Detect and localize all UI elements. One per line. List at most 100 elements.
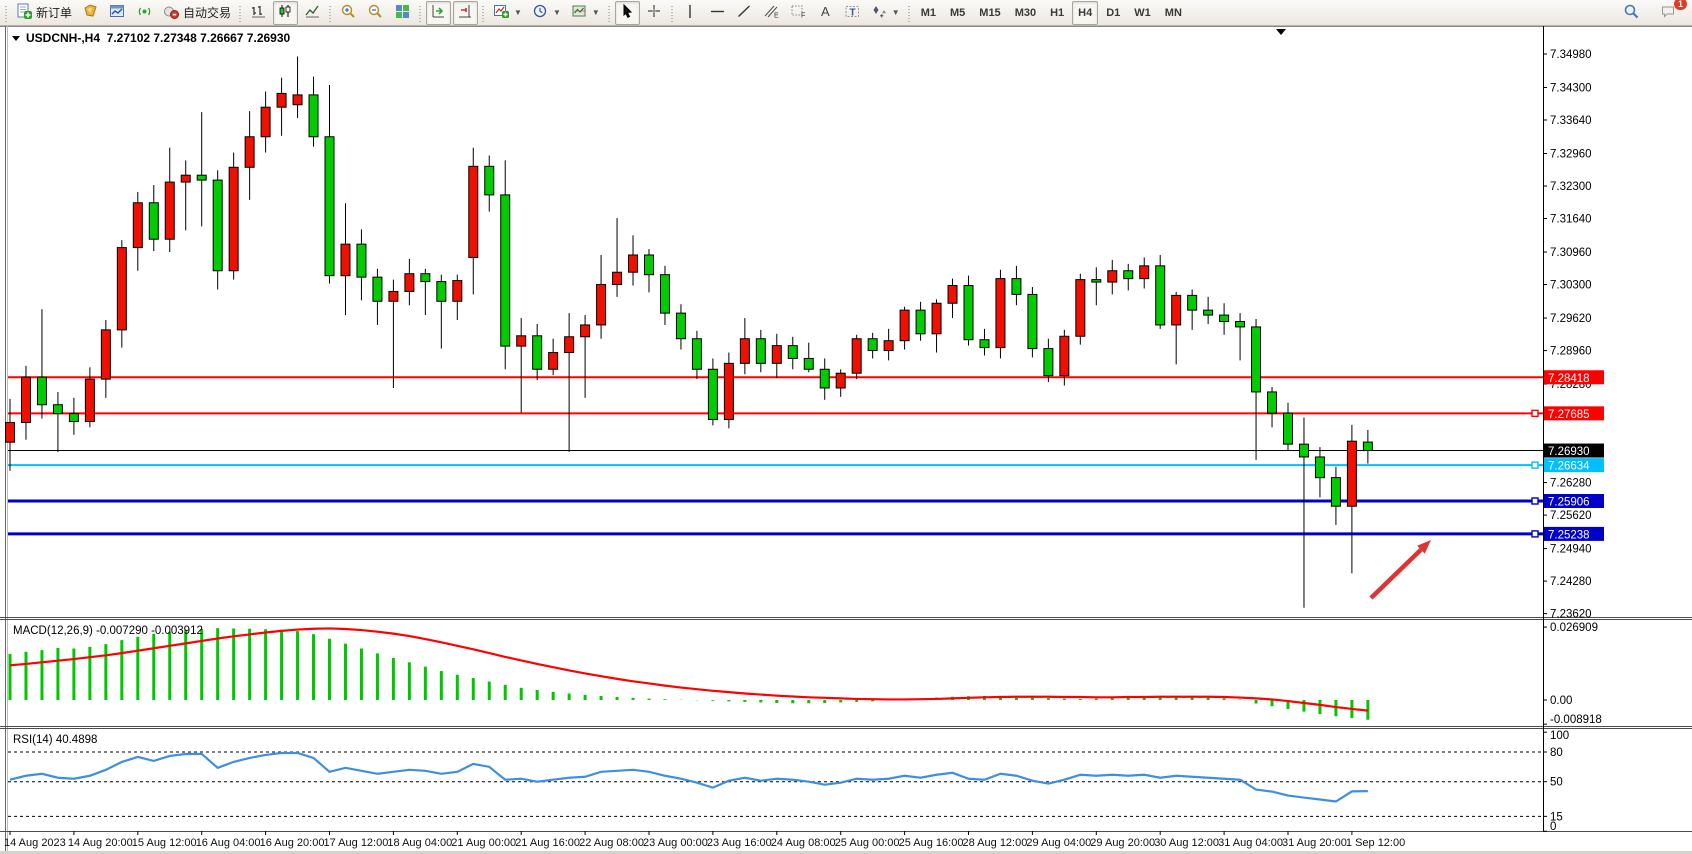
- candle-body: [931, 302, 942, 335]
- candle-body: [1187, 294, 1198, 311]
- timeframe-m30-button[interactable]: M30: [1014, 6, 1037, 19]
- candle-body: [1091, 279, 1102, 283]
- chart-shift-marker-icon[interactable]: [1276, 29, 1286, 35]
- timeframe-w1-button[interactable]: W1: [1134, 6, 1151, 19]
- cursor-button[interactable]: [614, 0, 640, 25]
- timeframe-m15-button[interactable]: M15: [979, 6, 1001, 19]
- candle-body: [260, 106, 271, 138]
- chart-shift-button[interactable]: [453, 0, 479, 25]
- signals-button[interactable]: [132, 1, 157, 25]
- clock-icon: [532, 3, 549, 23]
- time-axis-label: 30 Aug 12:00: [1154, 837, 1219, 849]
- price-marker-box: [1544, 370, 1604, 385]
- new-chart-button[interactable]: [105, 1, 130, 25]
- market-watch-button[interactable]: [78, 1, 103, 25]
- time-axis-label: 22 Aug 08:00: [579, 837, 644, 849]
- line-chart-icon: [304, 3, 321, 23]
- candle-body: [739, 338, 750, 364]
- fibonacci-button[interactable]: F: [786, 1, 811, 25]
- tile-windows-button[interactable]: [390, 1, 415, 25]
- candle-body: [132, 202, 143, 249]
- window-bottom-edge: [0, 851, 1692, 854]
- line-handle[interactable]: [1531, 530, 1539, 538]
- periods-button[interactable]: ▼: [528, 1, 565, 25]
- line-handle[interactable]: [1531, 461, 1539, 469]
- crosshair-button[interactable]: [642, 1, 667, 25]
- candle-body: [532, 335, 543, 370]
- horizontal-line-button[interactable]: [705, 1, 730, 25]
- price-axis-label: 7.32960: [1550, 149, 1592, 161]
- new-order-icon: [16, 3, 33, 23]
- symbol-dropdown-icon[interactable]: [12, 36, 20, 41]
- chevron-down-icon: ▼: [591, 8, 600, 17]
- text-label-button[interactable]: T: [840, 1, 865, 25]
- zoom-in-button[interactable]: [336, 1, 361, 25]
- templates-button[interactable]: ▼: [567, 1, 604, 25]
- price-axis-label: 7.23620: [1550, 609, 1592, 621]
- candle-body: [691, 338, 702, 370]
- line-handle[interactable]: [1531, 497, 1539, 505]
- trendline-button[interactable]: [732, 1, 757, 25]
- timeframe-h1-button[interactable]: H1: [1050, 6, 1065, 19]
- candle-body: [164, 181, 175, 240]
- candle-body: [36, 376, 47, 406]
- zoom-out-button[interactable]: [363, 1, 388, 25]
- timeframe-mn-button[interactable]: MN: [1164, 6, 1182, 19]
- price-axis-label: 7.28960: [1550, 346, 1592, 358]
- candle-chart-button[interactable]: [273, 0, 299, 25]
- candle-body: [1283, 412, 1293, 445]
- candle-body: [675, 312, 686, 340]
- candle-body: [1043, 348, 1054, 377]
- auto-scroll-icon: [430, 3, 447, 23]
- candle-body: [644, 254, 654, 276]
- time-axis-label: 31 Aug 04:00: [1218, 837, 1283, 849]
- autotrading-button[interactable]: 自动交易: [159, 1, 235, 25]
- candle-body: [372, 276, 383, 302]
- text-button[interactable]: A: [813, 1, 838, 25]
- line-chart-button[interactable]: [300, 1, 325, 25]
- timeframe-m5-button[interactable]: M5: [950, 6, 966, 19]
- chart-shift-icon: [457, 3, 474, 23]
- price-marker-box: [1544, 458, 1604, 473]
- price-axis-label: 7.31640: [1550, 214, 1592, 226]
- rsi-indicator-label: RSI(14) 40.4898: [13, 734, 97, 746]
- new-order-button-label: 新订单: [36, 6, 73, 20]
- new-order-button[interactable]: 新订单: [12, 1, 76, 25]
- time-axis-label: 21 Aug 16:00: [515, 837, 580, 849]
- candle-body: [196, 174, 207, 181]
- toolbar-grip: [417, 3, 425, 22]
- candle-body: [228, 166, 239, 272]
- time-axis-label: 25 Aug 16:00: [899, 837, 964, 849]
- annotation-arrow[interactable]: [1369, 548, 1423, 600]
- vertical-line-button[interactable]: [678, 1, 703, 25]
- candle-body: [1075, 279, 1086, 337]
- macd-axis-label: 0.00: [1550, 695, 1572, 707]
- timeframe-h4-button[interactable]: H4: [1072, 0, 1099, 25]
- shapes-icon: [871, 3, 888, 23]
- candle-body: [116, 247, 127, 331]
- candle-body: [995, 278, 1006, 349]
- indicators-button[interactable]: ▼: [489, 1, 526, 25]
- candle-body: [84, 378, 95, 422]
- candle-body: [1155, 265, 1166, 326]
- timeframe-m1-button[interactable]: M1: [920, 6, 936, 19]
- auto-scroll-button[interactable]: [426, 0, 452, 25]
- chat-button[interactable]: 1: [1656, 0, 1687, 25]
- price-axis-label: 7.30960: [1550, 247, 1592, 259]
- candle-body: [755, 338, 766, 364]
- candle-body: [947, 285, 958, 304]
- arrows-button[interactable]: ▼: [867, 1, 904, 25]
- search-button[interactable]: [1619, 1, 1644, 25]
- bar-chart-icon: [250, 3, 267, 23]
- autotrading-button-label: 自动交易: [183, 6, 232, 20]
- fibo-icon: E: [763, 3, 780, 23]
- bar-chart-button[interactable]: [246, 1, 271, 25]
- equidistant-channel-button[interactable]: E: [759, 1, 784, 25]
- candle-body: [659, 274, 670, 314]
- line-handle[interactable]: [1531, 409, 1539, 418]
- candle-body: [1123, 270, 1134, 280]
- text-a-icon: A: [817, 3, 834, 23]
- candle-body: [1219, 314, 1230, 322]
- timeframe-d1-button[interactable]: D1: [1106, 6, 1121, 19]
